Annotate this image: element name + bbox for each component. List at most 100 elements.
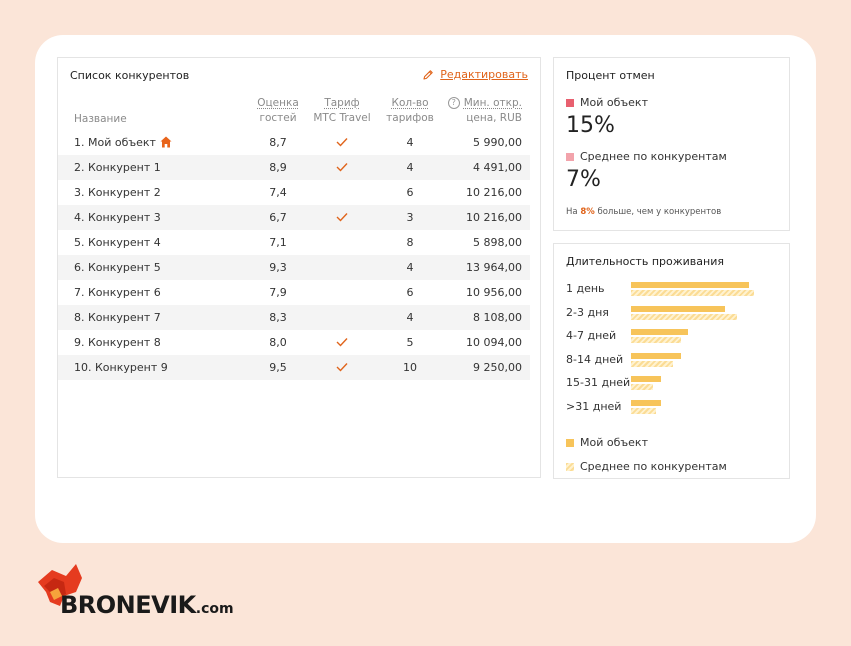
cell-tariff	[310, 155, 374, 180]
cell-price: 4 491,00	[473, 161, 522, 174]
edit-button[interactable]: Редактировать	[422, 68, 528, 81]
cell-tariff	[310, 205, 374, 230]
bronevik-logo	[38, 564, 82, 606]
check-icon	[336, 338, 348, 347]
duration-label: 8-14 дней	[566, 352, 624, 366]
own-color-swatch	[566, 438, 574, 447]
cell-name: 2. Конкурент 1	[74, 161, 161, 174]
cell-price: 5 898,00	[473, 236, 522, 249]
cell-count: 5	[406, 336, 414, 349]
header-price[interactable]: ? Мин. откр. цена, RUB	[442, 96, 522, 126]
cell-name: 3. Конкурент 2	[74, 186, 161, 199]
cell-rating: 7,4	[269, 186, 287, 199]
table-row[interactable]: 4. Конкурент 3 6,7 3 10 216,00	[58, 205, 530, 230]
check-icon	[336, 363, 348, 372]
duration-title: Длительность проживания	[566, 255, 724, 268]
cell-price: 10 216,00	[466, 186, 522, 199]
cell-name: 1. Мой объект	[74, 130, 172, 155]
avg-color-swatch	[566, 152, 574, 161]
cell-price: 10 956,00	[466, 286, 522, 299]
cell-tariff	[310, 130, 374, 155]
duration-bar-avg	[631, 337, 681, 343]
header-tariff[interactable]: Тариф МТС Travel	[313, 97, 371, 124]
duration-label: 15-31 дней	[566, 376, 631, 389]
cell-count: 8	[406, 236, 414, 249]
avg-cancel-value: 7%	[566, 167, 601, 192]
table-row[interactable]: 7. Конкурент 6 7,9 6 10 956,00	[58, 280, 530, 305]
cell-count: 4	[406, 261, 414, 274]
duration-panel: Длительность проживания 1 день 2-3 дня 4-7…	[553, 243, 790, 479]
check-icon	[336, 138, 348, 147]
duration-bar-avg	[631, 384, 654, 390]
check-icon	[336, 213, 348, 222]
table-row[interactable]: 3. Конкурент 2 7,4 6 10 216,00	[58, 180, 530, 205]
own-cancel-value: 15%	[566, 113, 615, 138]
header-name: Название	[74, 113, 127, 125]
duration-legend-avg: Среднее по конкурентам	[566, 460, 727, 473]
cell-rating: 7,9	[269, 286, 287, 299]
cell-count: 4	[406, 161, 414, 174]
avg-color-swatch	[566, 462, 574, 471]
duration-legend-own: Мой объект	[566, 436, 648, 449]
cell-rating: 8,0	[269, 336, 287, 349]
table-row[interactable]: 2. Конкурент 1 8,9 4 4 491,00	[58, 155, 530, 180]
duration-bar-avg	[631, 290, 754, 296]
competitors-table: 1. Мой объект 8,7 4 5 990,00 2. Конкурент 1 8…	[58, 130, 530, 380]
cell-name: 9. Конкурент 8	[74, 336, 161, 349]
header-count[interactable]: Кол-во тарифов	[386, 97, 434, 124]
header-rating[interactable]: Оценка гостей	[257, 97, 299, 124]
cell-count: 6	[406, 286, 414, 299]
cell-rating: 6,7	[269, 211, 287, 224]
competitors-title: Список конкурентов	[70, 69, 190, 82]
cell-rating: 8,3	[269, 311, 287, 324]
table-row[interactable]: 5. Конкурент 4 7,1 8 5 898,00	[58, 230, 530, 255]
cell-count: 4	[406, 136, 414, 149]
competitors-panel: Список конкурентов Редактировать Названи…	[57, 57, 541, 478]
cell-price: 13 964,00	[466, 261, 522, 274]
help-icon[interactable]: ?	[447, 97, 460, 109]
home-icon	[160, 136, 172, 148]
table-row[interactable]: 1. Мой объект 8,7 4 5 990,00	[58, 130, 530, 155]
cell-rating: 7,1	[269, 236, 287, 249]
cell-rating: 8,9	[269, 161, 287, 174]
table-row[interactable]: 9. Конкурент 8 8,0 5 10 094,00	[58, 330, 530, 355]
cell-price: 5 990,00	[473, 136, 522, 149]
cell-price: 10 094,00	[466, 336, 522, 349]
cell-count: 10	[403, 361, 417, 374]
duration-bar-own	[631, 399, 661, 406]
duration-label: >31 дней	[566, 399, 622, 413]
cancellation-title: Процент отмен	[566, 69, 655, 82]
own-color-swatch	[566, 98, 574, 107]
duration-bar-own	[631, 352, 681, 359]
table-header: Название Оценка гостей Тариф МТС Travel …	[58, 96, 540, 128]
duration-label: 2-3 дня	[566, 305, 609, 319]
table-row[interactable]: 6. Конкурент 5 9,3 4 13 964,00	[58, 255, 530, 280]
cell-count: 6	[406, 186, 414, 199]
own-legend: Мой объект	[566, 96, 648, 109]
duration-bar-avg	[631, 407, 656, 414]
cell-price: 10 216,00	[466, 211, 522, 224]
cell-name: 8. Конкурент 7	[74, 311, 161, 324]
table-row[interactable]: 10. Конкурент 9 9,5 10 9 250,00	[58, 355, 530, 380]
duration-bar-avg	[631, 313, 738, 320]
cell-name: 10. Конкурент 9	[74, 361, 168, 374]
avg-legend: Среднее по конкурентам	[566, 150, 727, 163]
cell-name: 5. Конкурент 4	[74, 236, 161, 249]
cell-count: 4	[406, 311, 414, 324]
duration-label: 4-7 дней	[566, 329, 617, 342]
duration-bar-own	[631, 305, 726, 312]
cell-price: 9 250,00	[473, 361, 522, 374]
cell-rating: 8,7	[269, 136, 287, 149]
cancel-note: На 8% больше, чем у конкурентов	[566, 207, 722, 217]
cancellation-panel: Процент отмен Мой объект 15% Среднее по …	[553, 57, 790, 231]
cell-name: 4. Конкурент 3	[74, 211, 161, 224]
duration-bar-own	[631, 376, 661, 382]
duration-bar-own	[631, 329, 688, 335]
cell-tariff	[310, 355, 374, 380]
table-row[interactable]: 8. Конкурент 7 8,3 4 8 108,00	[58, 305, 530, 330]
check-icon	[336, 163, 348, 172]
duration-bar-avg	[631, 360, 674, 367]
cell-name: 7. Конкурент 6	[74, 286, 161, 299]
cell-tariff	[310, 330, 374, 355]
duration-label: 1 день	[566, 282, 605, 295]
